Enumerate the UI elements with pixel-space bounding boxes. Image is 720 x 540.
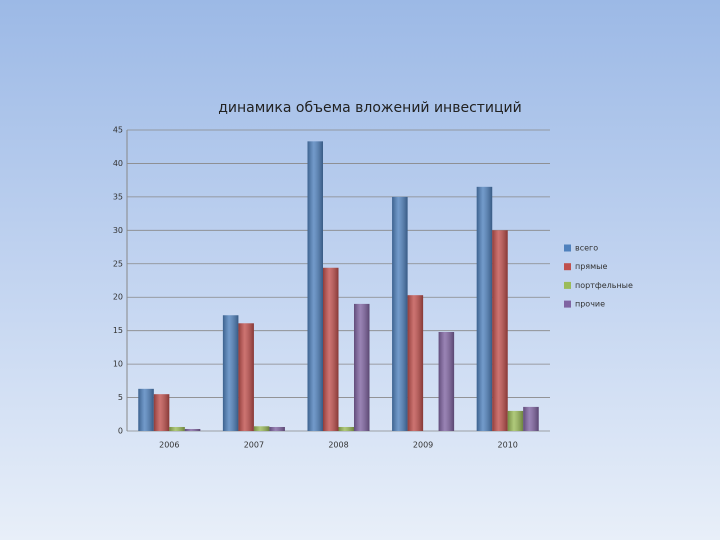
y-tick-label: 5 <box>118 393 123 402</box>
y-tick-label: 15 <box>113 326 123 335</box>
chart-title: динамика объема вложений инвестиций <box>218 100 522 116</box>
y-tick-label: 35 <box>113 192 123 201</box>
bar-shade <box>507 410 524 431</box>
legend-label: портфельные <box>575 281 633 290</box>
legend-swatch <box>564 244 571 252</box>
bar-shade <box>238 323 254 431</box>
bar-shade <box>253 426 270 431</box>
bar-shade <box>222 315 239 431</box>
bar-shade <box>169 426 185 431</box>
x-tick-label: 2009 <box>413 441 433 450</box>
bar-shade <box>323 267 339 431</box>
bar-shade <box>307 141 323 432</box>
y-tick-label: 0 <box>118 427 123 436</box>
bar-shade <box>492 230 508 431</box>
y-tick-label: 25 <box>113 259 123 268</box>
y-tick-label: 45 <box>113 126 123 135</box>
bar-shade <box>438 332 455 431</box>
x-tick-label: 2010 <box>498 441 518 450</box>
legend-swatch <box>564 300 571 308</box>
bar-shade <box>138 388 154 431</box>
x-tick-label: 2007 <box>244 441 264 450</box>
bar-shade <box>523 406 539 431</box>
legend-label: прямые <box>575 262 607 271</box>
y-tick-label: 20 <box>113 293 123 302</box>
x-tick-label: 2008 <box>328 441 348 450</box>
y-tick-label: 10 <box>113 360 123 369</box>
bar-shade <box>354 303 370 431</box>
bar-shade <box>269 426 285 431</box>
legend-swatch <box>564 263 571 271</box>
legend-label: прочие <box>575 300 605 309</box>
bar-shade <box>476 186 493 431</box>
bar-shade <box>184 428 201 431</box>
legend-label: всего <box>575 244 598 253</box>
y-tick-label: 30 <box>113 226 123 235</box>
bar-shade <box>392 196 408 431</box>
bar-shade <box>153 394 170 431</box>
x-tick-label: 2006 <box>159 441 179 450</box>
bar-shade <box>407 295 424 431</box>
legend-swatch <box>564 281 571 289</box>
bar-shade <box>338 426 354 431</box>
y-tick-label: 40 <box>113 159 123 168</box>
